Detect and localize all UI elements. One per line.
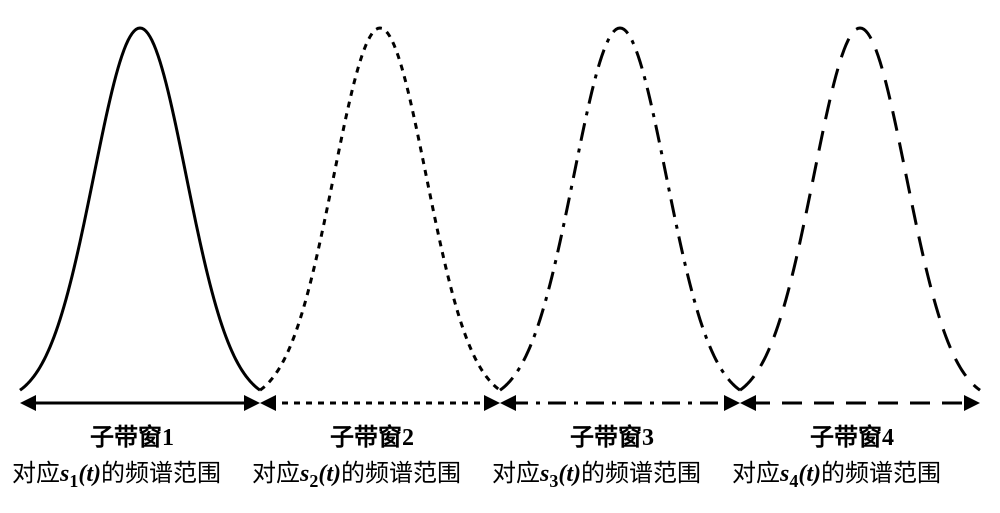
subband-label-2: 子带窗2 (330, 417, 414, 452)
curve-3 (500, 28, 740, 390)
arrowhead-left-2 (260, 395, 276, 411)
spectrum-label-4: 对应s4(t)的频谱范围 (732, 453, 941, 492)
arrowhead-left-4 (740, 395, 756, 411)
arrowhead-right-3 (724, 395, 740, 411)
figure-container: 子带窗1对应s1(t)的频谱范围 子带窗2对应s2(t)的频谱范围 子带窗3对应s3… (0, 0, 1000, 513)
spectrum-label-1: 对应s1(t)的频谱范围 (12, 453, 221, 492)
curve-4 (740, 28, 980, 390)
spectrum-label-3: 对应s3(t)的频谱范围 (492, 453, 701, 492)
curve-1 (20, 28, 260, 390)
subband-label-1: 子带窗1 (90, 417, 174, 452)
subband-label-4: 子带窗4 (810, 417, 894, 452)
arrowhead-left-3 (500, 395, 516, 411)
arrowhead-right-1 (244, 395, 260, 411)
curve-2 (260, 28, 500, 390)
arrowhead-right-4 (964, 395, 980, 411)
subband-label-3: 子带窗3 (570, 417, 654, 452)
spectrum-label-2: 对应s2(t)的频谱范围 (252, 453, 461, 492)
arrowhead-left-1 (20, 395, 36, 411)
arrowhead-right-2 (484, 395, 500, 411)
